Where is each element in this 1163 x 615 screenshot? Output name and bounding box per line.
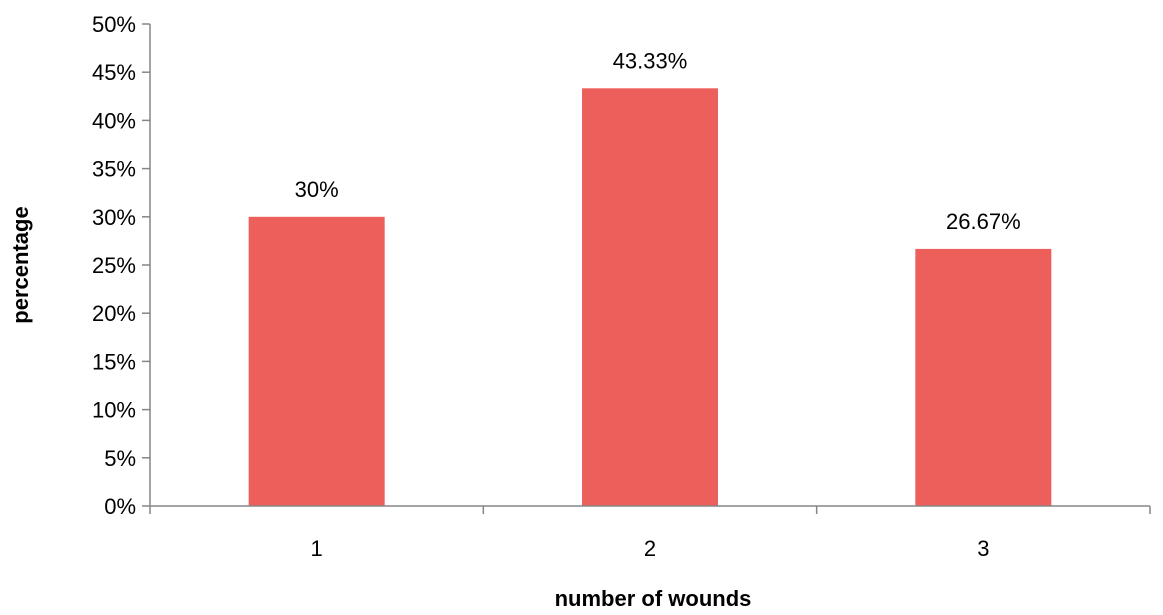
y-tick-label: 50%: [92, 12, 136, 37]
y-axis: 0% 5% 10% 15% 20% 25% 30% 35% 40% 45% 50%: [92, 12, 151, 519]
bars: [248, 88, 1052, 507]
y-tick-label: 45%: [92, 60, 136, 85]
bar-value-label: 43.33%: [613, 48, 688, 73]
bar-value-label: 30%: [295, 177, 339, 202]
y-tick-label: 40%: [92, 108, 136, 133]
x-tick-label: 1: [311, 536, 323, 561]
y-tick-label: 5%: [104, 446, 136, 471]
y-tick-label: 30%: [92, 205, 136, 230]
y-tick-label: 0%: [104, 494, 136, 519]
bar: [582, 88, 718, 506]
y-tick-label: 10%: [92, 398, 136, 423]
x-tick-label: 3: [977, 536, 989, 561]
bar: [248, 216, 385, 507]
x-tick-label: 2: [644, 536, 656, 561]
y-tick-label: 35%: [92, 157, 136, 182]
y-tick-label: 25%: [92, 253, 136, 278]
data-labels: 30% 43.33% 26.67%: [295, 48, 1021, 234]
y-axis-title: percentage: [8, 206, 33, 323]
y-tick-label: 15%: [92, 349, 136, 374]
x-axis: 1 2 3: [149, 505, 1151, 561]
x-axis-title: number of wounds: [555, 586, 752, 611]
y-tick-label: 20%: [92, 301, 136, 326]
bar: [915, 248, 1052, 507]
bar-value-label: 26.67%: [946, 209, 1021, 234]
